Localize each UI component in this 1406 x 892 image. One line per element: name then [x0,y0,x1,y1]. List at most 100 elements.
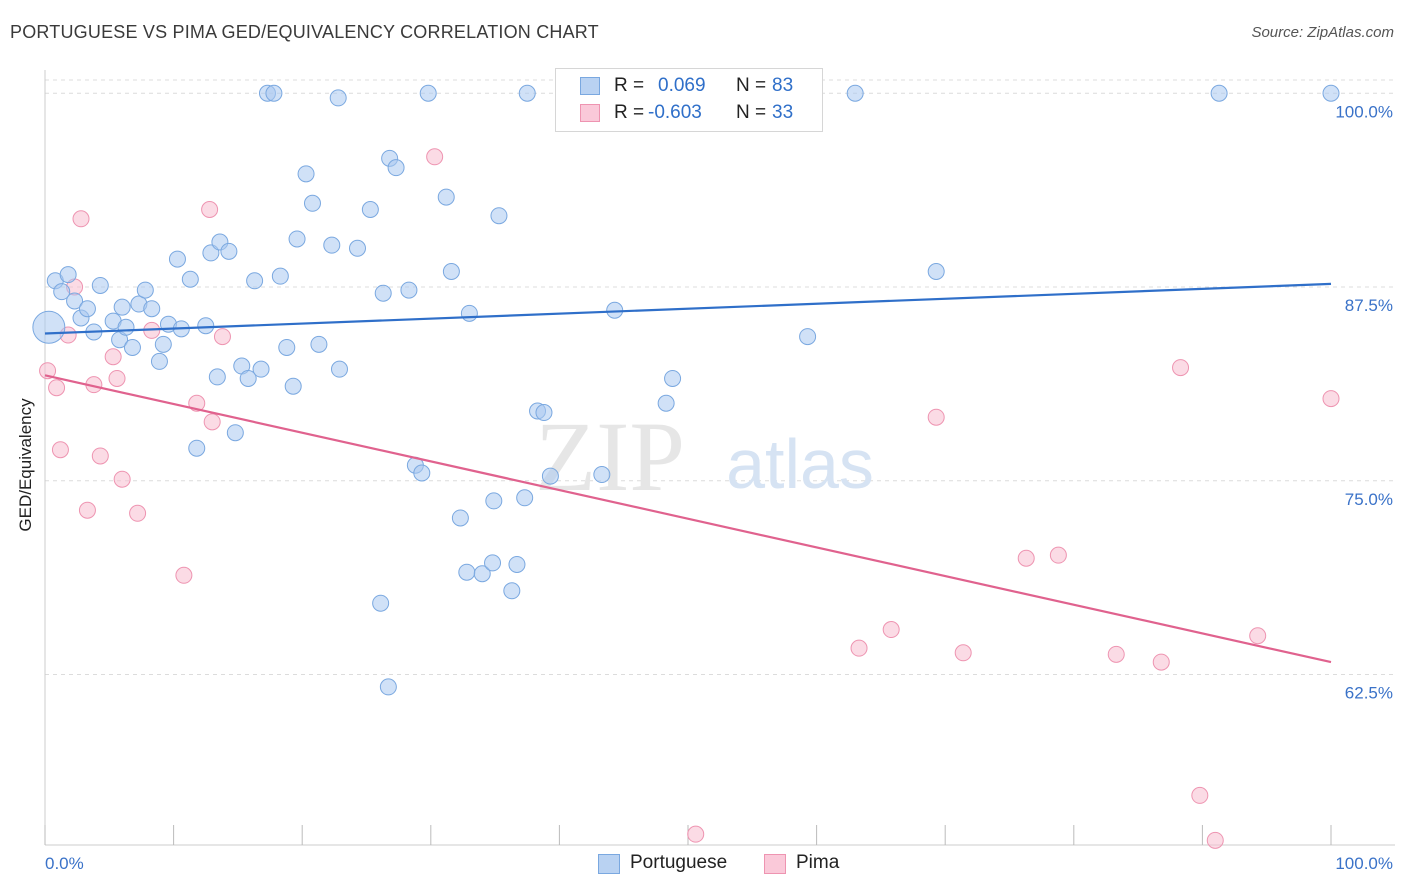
pima-point [687,825,705,843]
portuguese-point [117,318,135,336]
portuguese-point [664,369,682,387]
portuguese-point [657,394,675,412]
portuguese-point [284,377,302,395]
legend-swatch-portuguese [580,77,600,95]
portuguese-point [288,230,306,248]
portuguese-point [799,328,817,346]
trend-lines [44,282,1332,664]
bottom-legend-swatch-portuguese [598,854,620,874]
pima-point [113,470,131,488]
correlation-legend: R = 0.069 N = 83 R = -0.603 N = 33 [555,68,823,132]
pima-point [1206,831,1224,849]
pima-point [1152,653,1170,671]
portuguese-point [473,565,491,583]
portuguese-point [516,489,534,507]
portuguese-point [485,492,503,510]
tick-labels: 62.5% 75.0% 87.5% 100.0% 0.0% 100.0% [45,102,1393,873]
portuguese-point [181,270,199,288]
legend-n-label: N = [736,75,767,96]
pima-point [1017,549,1035,567]
portuguese-point [419,84,437,102]
portuguese-point [484,554,502,572]
legend-r-label: R = [614,102,645,123]
legend-n-label: N = [736,102,767,123]
portuguese-point [413,464,431,482]
portuguese-point [265,84,283,102]
watermark-zip: ZIP [535,401,685,512]
bottom-legend-label-portuguese: Portuguese [630,852,728,873]
legend-r-value: 0.069 [658,75,706,96]
y-tick-label: 75.0% [1345,490,1393,509]
portuguese-point [297,165,315,183]
pima-point [39,362,57,380]
y-axis-title: GED/Equivalency [16,398,35,532]
legend-n-value: 83 [772,75,794,96]
pima-point [850,639,868,657]
portuguese-point [252,360,270,378]
pima-point [1049,546,1067,564]
portuguese-point [541,467,559,485]
portuguese-point [330,360,348,378]
x-tick-label: 0.0% [45,854,84,873]
pima-point [51,441,69,459]
portuguese-point [1322,84,1340,102]
portuguese-point [143,300,161,318]
portuguese-point [239,369,257,387]
pima-point [1249,627,1267,645]
portuguese-point [437,188,455,206]
portuguese-trend-line [44,282,1332,335]
pima-point [108,369,126,387]
portuguese-point [197,317,215,335]
portuguese-point [226,424,244,442]
portuguese-point [154,335,172,353]
y-tick-label: 62.5% [1345,684,1393,703]
portuguese-point [374,284,392,302]
portuguese-point [400,281,418,299]
chart-title: PORTUGUESE VS PIMA GED/EQUIVALENCY CORRE… [10,22,599,42]
portuguese-point [379,678,397,696]
portuguese-point [53,283,71,301]
y-tick-label: 100.0% [1335,102,1393,121]
legend-n-value: 33 [772,102,794,123]
portuguese-point [66,292,84,310]
pima-point [91,447,109,465]
pima-point [1107,645,1125,663]
bottom-legend-label-pima: Pima [796,852,840,873]
pima-point [203,413,221,431]
portuguese-point [310,335,328,353]
portuguese-point [208,368,226,386]
portuguese-point [442,263,460,280]
portuguese-point [535,404,553,422]
x-tick-label: 100.0% [1335,854,1393,873]
portuguese-point [32,310,66,344]
portuguese-point [246,272,264,290]
portuguese-points [32,84,1340,696]
pima-point [129,504,147,522]
portuguese-point [518,84,536,102]
portuguese-point [846,84,864,102]
legend-swatch-pima [580,104,600,122]
portuguese-point [323,236,341,254]
portuguese-point [372,594,390,612]
legend-r-label: R = [614,75,645,96]
pima-point [954,644,972,662]
pima-point [175,566,193,584]
pima-point [201,201,219,218]
axis-layer [44,70,1395,846]
pima-point [213,328,231,346]
portuguese-point [271,267,289,285]
bottom-legend-swatch-pima [764,854,786,874]
portuguese-point [113,298,131,316]
portuguese-point [150,352,168,370]
pima-point [78,501,96,519]
portuguese-point [303,194,321,212]
portuguese-point [593,466,611,484]
pima-trend-line [44,374,1332,664]
portuguese-point [361,201,379,218]
pima-point [1191,786,1209,804]
portuguese-point [451,509,469,527]
legend-r-value: -0.603 [648,102,702,123]
portuguese-point [188,439,206,457]
pima-points [39,148,1340,849]
